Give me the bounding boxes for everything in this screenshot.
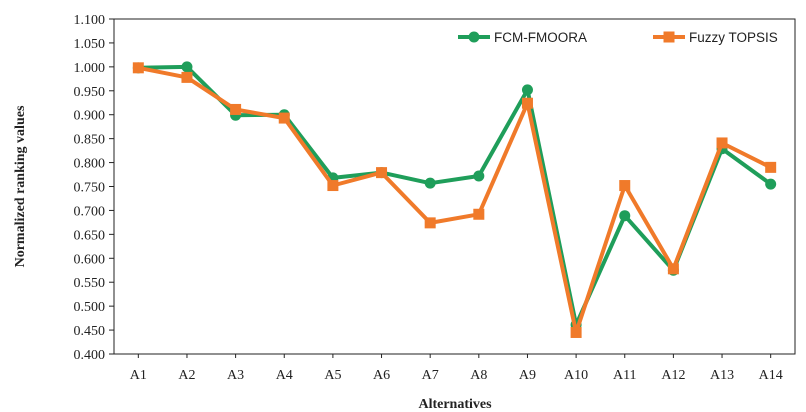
y-axis-title: Normalized ranking values	[13, 105, 28, 267]
y-axis: 0.400 0.450 0.500 0.550 0.600 0.650 0.700 0.750…	[74, 13, 114, 363]
data-point	[521, 84, 533, 96]
data-point	[327, 180, 339, 192]
plot-area-border	[113, 18, 796, 355]
x-axis-title: Alternatives	[418, 397, 492, 412]
data-point	[619, 180, 631, 192]
data-point	[181, 61, 193, 73]
data-point	[716, 137, 728, 149]
y-tick-label: 0.650	[74, 228, 106, 243]
x-tick-label: A13	[710, 368, 734, 383]
series-line	[138, 64, 772, 327]
legend-label: Fuzzy TOPSIS	[689, 30, 778, 45]
x-tick-label: A14	[759, 368, 783, 383]
data-point	[521, 97, 533, 109]
series-0	[132, 61, 777, 331]
data-point	[667, 263, 679, 275]
data-point	[230, 103, 242, 115]
data-point	[473, 170, 485, 182]
y-tick-label: 0.400	[74, 348, 106, 363]
legend-marker	[468, 31, 480, 43]
x-axis: A1 A2 A3 A4 A5 A6 A7 A8 A9 A10 A11 A12 A13 A14	[130, 354, 783, 383]
data-point	[424, 217, 436, 229]
y-tick-label: 0.450	[74, 324, 106, 339]
legend-marker	[663, 31, 675, 43]
x-tick-label: A6	[373, 368, 390, 383]
y-tick-label: 0.750	[74, 181, 106, 196]
x-tick-label: A12	[661, 368, 685, 383]
legend-label: FCM-FMOORA	[494, 30, 587, 45]
series-1	[132, 62, 777, 338]
x-tick-label: A2	[178, 368, 195, 383]
legend: FCM-FMOORA Fuzzy TOPSIS	[458, 30, 778, 45]
x-tick-label: A9	[519, 368, 536, 383]
data-point	[619, 210, 631, 222]
data-point	[278, 112, 290, 124]
y-tick-label: 0.950	[74, 85, 106, 100]
x-tick-label: A10	[564, 368, 588, 383]
x-tick-label: A7	[422, 368, 439, 383]
data-point	[424, 177, 436, 189]
y-tick-label: 0.800	[74, 157, 106, 172]
data-point	[473, 208, 485, 220]
y-tick-label: 0.900	[74, 109, 106, 124]
y-tick-label: 0.600	[74, 252, 106, 267]
data-point	[132, 62, 144, 74]
y-tick-label: 0.550	[74, 276, 106, 291]
x-tick-label: A3	[227, 368, 244, 383]
y-tick-label: 1.050	[74, 37, 106, 52]
series-layer	[132, 61, 777, 338]
y-tick-label: 1.100	[74, 13, 106, 28]
series-line	[137, 65, 772, 335]
x-tick-label: A5	[324, 368, 341, 383]
data-point	[376, 167, 388, 179]
y-tick-label: 0.850	[74, 133, 106, 148]
x-tick-label: A4	[276, 368, 293, 383]
y-tick-label: 0.700	[74, 204, 106, 219]
data-point	[181, 71, 193, 83]
data-point	[570, 326, 582, 338]
x-tick-label: A8	[470, 368, 487, 383]
x-tick-label: A11	[613, 368, 637, 383]
y-tick-label: 1.000	[74, 61, 106, 76]
y-tick-label: 0.500	[74, 300, 106, 315]
data-point	[765, 161, 777, 173]
data-point	[765, 178, 777, 190]
x-tick-label: A1	[130, 368, 147, 383]
